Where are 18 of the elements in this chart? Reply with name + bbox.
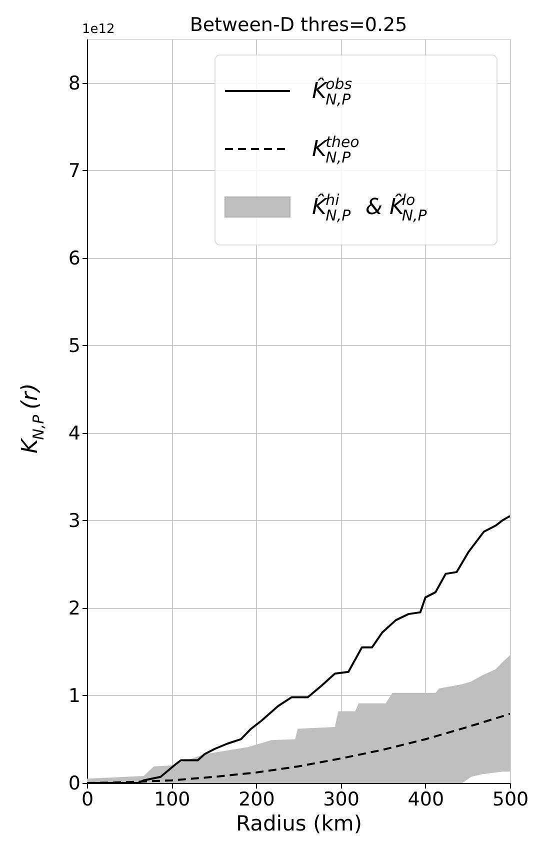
y-tick-label: 2	[68, 597, 80, 620]
chart-title: Between-D thres=0.25	[190, 14, 408, 36]
x-tick-label: 500	[492, 788, 529, 810]
y-tick-label: 8	[68, 72, 80, 94]
y-tick-label: 0	[68, 772, 80, 794]
text: 1e12	[82, 22, 115, 37]
y-tick-label: 4	[68, 422, 80, 444]
y-axis-title: KN,P(r)	[18, 383, 48, 454]
y-tick-label: 1	[68, 684, 80, 707]
x-tick-label: 300	[323, 788, 360, 810]
x-axis-title: Radius (km)	[236, 812, 362, 836]
x-tick-label: 200	[238, 788, 275, 810]
x-tick-label: 400	[408, 788, 444, 810]
y-tick-label: 7	[68, 160, 80, 182]
y-tick-label: 6	[68, 247, 80, 270]
y-tick-label: 5	[68, 334, 80, 357]
y-tick-label: 3	[68, 510, 80, 532]
x-tick-label: 100	[154, 788, 190, 810]
